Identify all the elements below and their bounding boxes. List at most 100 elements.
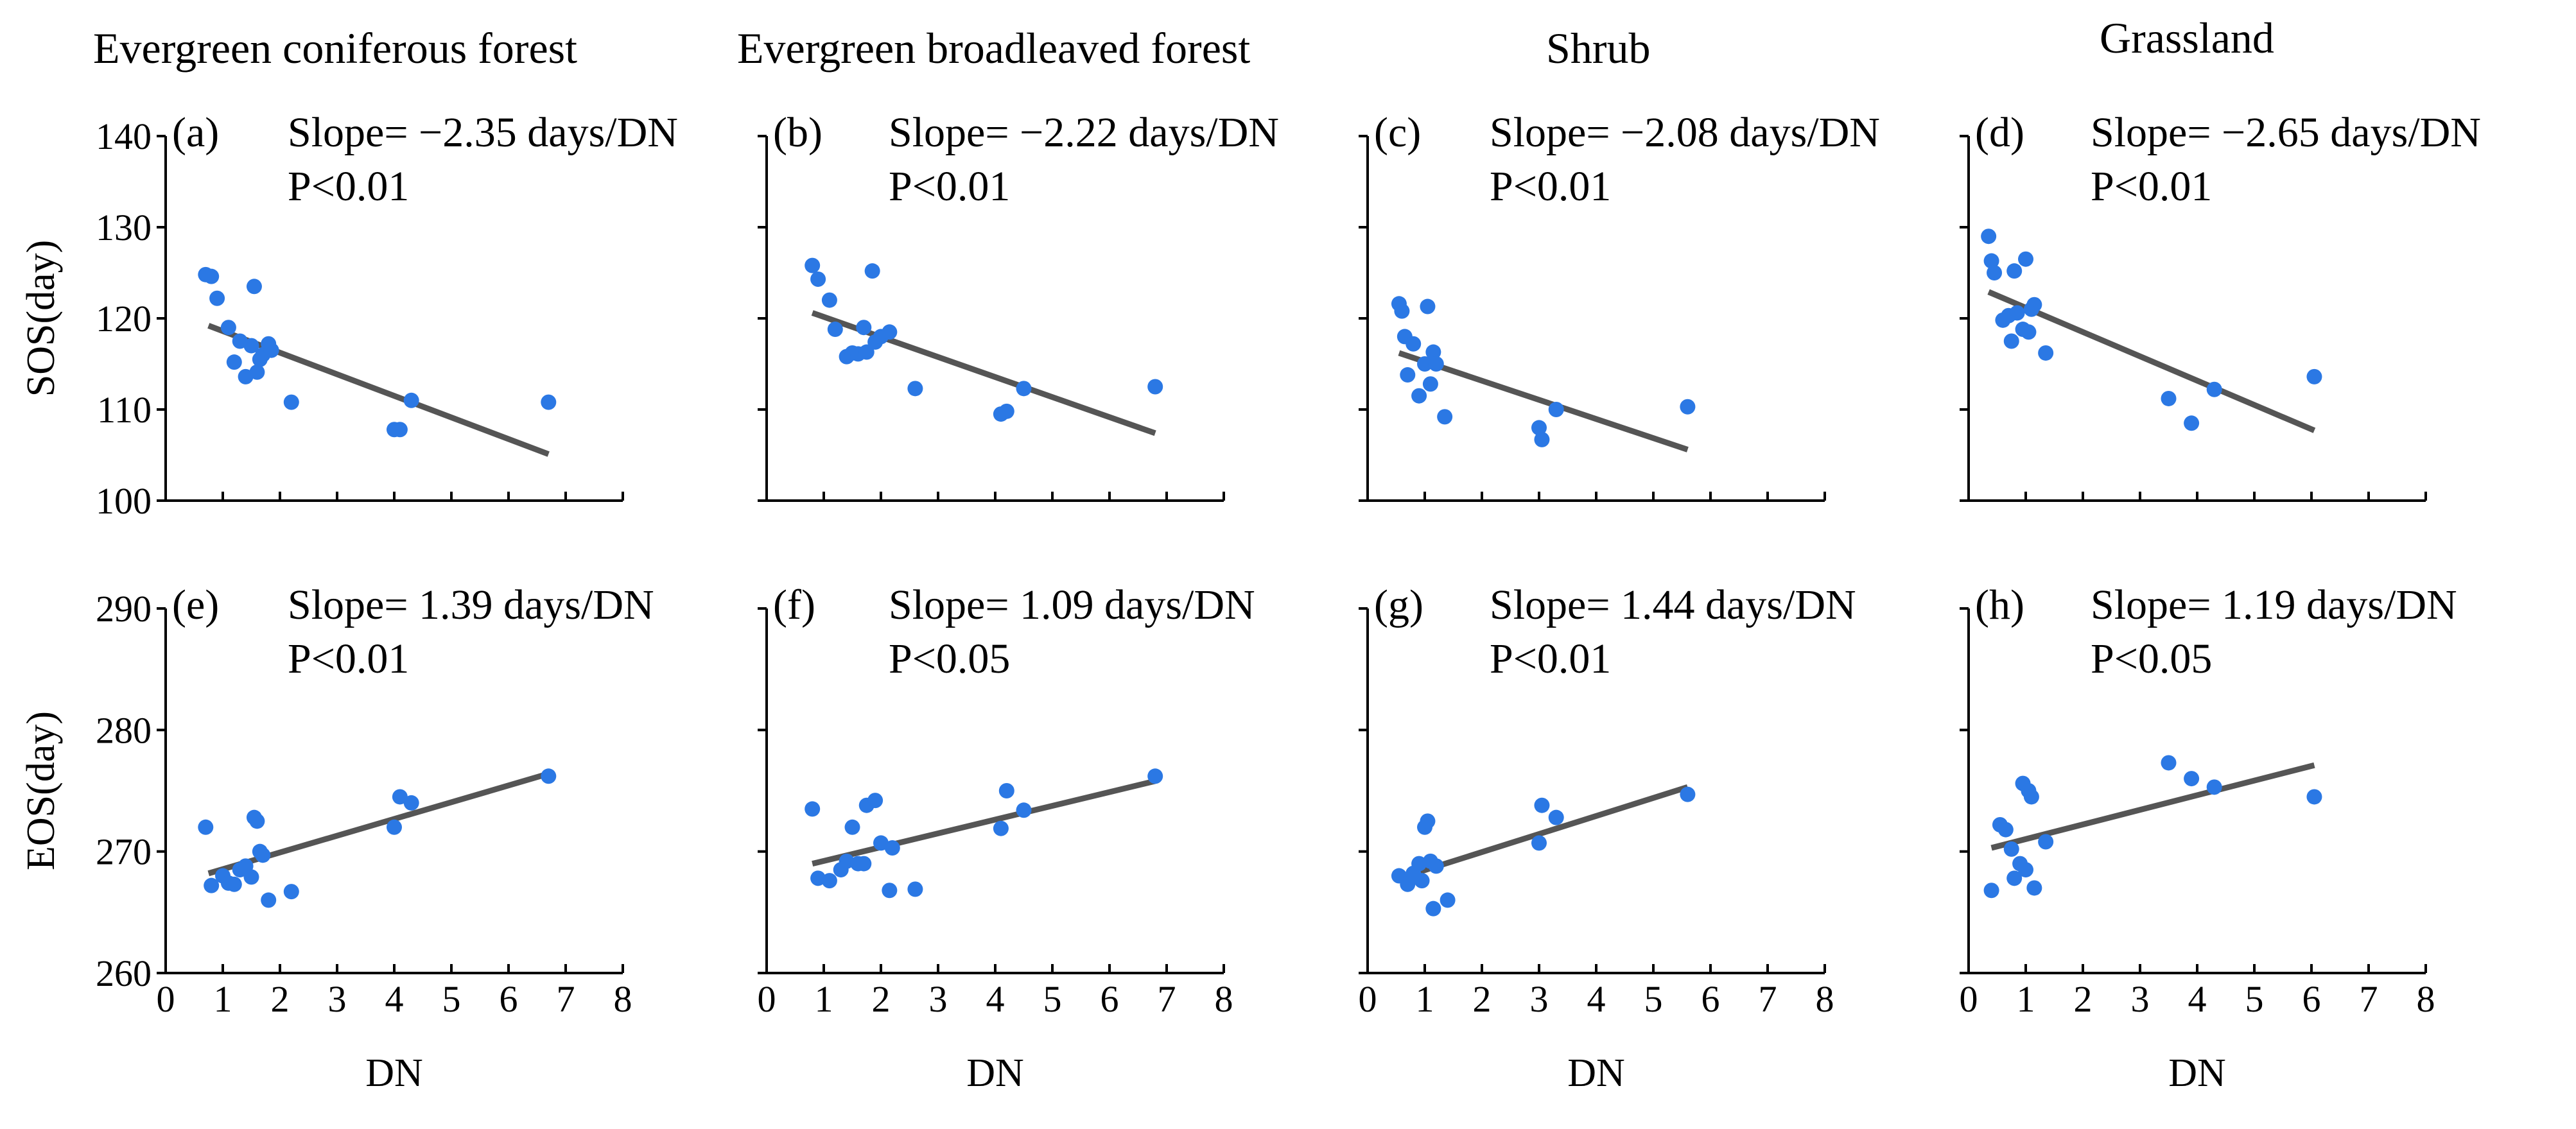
data-point	[2306, 368, 2322, 384]
data-point	[249, 364, 265, 380]
y-tick-label: 270	[96, 831, 152, 873]
data-point	[998, 783, 1014, 798]
data-point	[198, 819, 214, 835]
x-tick-label: 4	[986, 978, 1005, 1020]
data-point	[1531, 835, 1547, 851]
data-point	[1534, 797, 1550, 813]
x-tick-label: 3	[2131, 978, 2150, 1020]
p-value-annotation: P<0.01	[889, 163, 1010, 210]
data-point	[246, 279, 262, 295]
x-tick-label: 7	[1158, 978, 1176, 1020]
panel-b: (b) Slope= −2.22 days/DN P<0.01	[758, 109, 1279, 502]
panel-c: (c) Slope= −2.08 days/DN P<0.01	[1359, 109, 1880, 502]
data-point	[2038, 345, 2054, 361]
data-point	[1417, 356, 1432, 372]
p-value-annotation: P<0.05	[2091, 635, 2212, 682]
data-point	[810, 271, 826, 287]
x-axis-label: DN	[966, 1051, 1024, 1095]
data-point	[2021, 324, 2037, 340]
y-axis-label: EOS(day)	[19, 711, 63, 870]
data-point	[2184, 415, 2200, 431]
data-point	[1394, 303, 1410, 319]
x-tick-label: 1	[214, 978, 232, 1020]
panel-label: (d)	[1975, 109, 2024, 156]
data-point	[2184, 771, 2200, 787]
column-title-3: Shrub	[1546, 24, 1650, 73]
data-point	[1680, 786, 1696, 802]
x-tick-label: 0	[157, 978, 175, 1020]
y-tick-label: 290	[96, 588, 152, 630]
data-point	[2026, 880, 2042, 896]
fit-line-g	[1398, 784, 1689, 881]
data-point	[226, 876, 242, 892]
slope-annotation: Slope= 1.09 days/DN	[889, 582, 1255, 628]
x-tick-label: 2	[872, 978, 891, 1020]
data-point	[403, 795, 419, 811]
data-point	[392, 789, 408, 805]
slope-annotation: Slope= −2.65 days/DN	[2091, 109, 2481, 156]
data-point	[821, 292, 837, 308]
x-tick-label: 0	[1359, 978, 1377, 1020]
data-point	[1147, 768, 1163, 784]
panel-label: (c)	[1374, 109, 1421, 156]
data-point	[1437, 409, 1453, 425]
data-point	[403, 392, 419, 408]
data-point	[1428, 356, 1444, 372]
data-point	[1987, 265, 2003, 280]
data-point	[882, 883, 898, 899]
data-point	[1414, 873, 1430, 889]
x-tick-label: 8	[614, 978, 632, 1020]
data-point	[204, 268, 220, 284]
data-point	[204, 877, 220, 893]
data-point	[805, 257, 821, 273]
fit-line-a	[207, 323, 550, 457]
data-point	[1400, 367, 1416, 383]
x-tick-label: 8	[1816, 978, 1834, 1020]
p-value-annotation: P<0.05	[889, 635, 1010, 682]
panel-label: (a)	[172, 109, 219, 156]
panel-e: 0 1 2 3 4 5 6 7 8 260 270 280 290 (e) Slope= 1.39 days…	[19, 582, 654, 1095]
data-point	[255, 847, 271, 863]
x-tick-label: 8	[2417, 978, 2435, 1020]
x-tick-label: 2	[1473, 978, 1492, 1020]
data-point	[2018, 862, 2033, 878]
data-point	[2038, 834, 2054, 850]
x-tick-label: 7	[1759, 978, 1777, 1020]
panel-label: (h)	[1975, 582, 2024, 628]
panel-label: (e)	[172, 582, 219, 628]
x-tick-label: 3	[328, 978, 347, 1020]
data-point	[1420, 298, 1436, 315]
fit-line-d	[1987, 289, 2316, 433]
y-tick-label: 260	[96, 952, 152, 994]
data-point	[839, 853, 855, 869]
data-point	[2206, 779, 2222, 795]
data-point	[392, 422, 408, 438]
x-axis-label: DN	[1567, 1051, 1625, 1095]
data-point	[810, 870, 826, 886]
data-point	[907, 381, 923, 397]
column-title-1: Evergreen coniferous forest	[93, 24, 577, 73]
data-point	[1425, 344, 1441, 360]
data-point	[261, 892, 277, 908]
panel-label: (g)	[1374, 582, 1423, 628]
x-tick-label: 1	[815, 978, 833, 1020]
data-point	[1440, 892, 1456, 908]
data-point	[220, 320, 236, 336]
data-point	[2023, 789, 2039, 805]
data-point	[993, 820, 1009, 836]
data-point	[884, 840, 900, 856]
data-point	[1411, 388, 1427, 404]
data-point	[541, 394, 557, 410]
panel-h: 0 1 2 3 4 5 6 7 8 (h) Slope= 1.19 days/DN P<0.05 DN	[1960, 582, 2457, 1095]
data-point	[1997, 822, 2014, 838]
data-point	[1983, 253, 1999, 269]
x-tick-label: 7	[2360, 978, 2378, 1020]
data-point	[1016, 381, 1032, 397]
x-tick-label: 6	[2302, 978, 2321, 1020]
x-tick-label: 1	[2017, 978, 2035, 1020]
y-tick-label: 110	[97, 389, 152, 431]
data-point	[283, 394, 299, 410]
p-value-annotation: P<0.01	[1490, 163, 1611, 210]
data-point	[844, 819, 860, 835]
data-point	[1411, 856, 1427, 872]
